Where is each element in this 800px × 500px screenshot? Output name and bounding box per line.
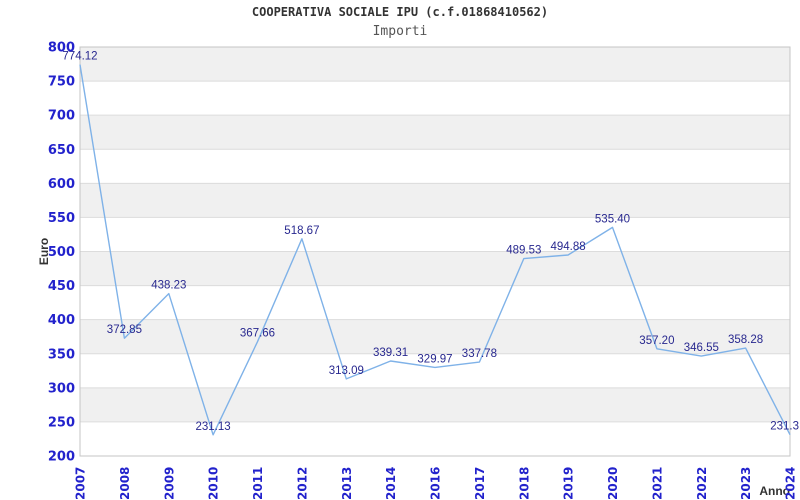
x-tick-label: 2017 bbox=[473, 467, 487, 500]
x-tick-label: 2011 bbox=[251, 467, 265, 500]
x-tick-label: 2008 bbox=[118, 467, 132, 500]
point-label: 518.67 bbox=[284, 225, 319, 237]
point-label: 367.66 bbox=[240, 328, 275, 340]
x-tick-label: 2024 bbox=[784, 467, 798, 500]
y-tick-label: 550 bbox=[48, 211, 75, 226]
point-label: 231.3 bbox=[770, 421, 799, 433]
x-tick-label: 2016 bbox=[429, 467, 443, 500]
plot-border bbox=[79, 46, 791, 457]
y-axis-title: Euro bbox=[37, 238, 51, 265]
point-label: 231.13 bbox=[196, 421, 231, 433]
y-tick-label: 400 bbox=[48, 313, 75, 328]
point-label: 535.40 bbox=[595, 213, 630, 225]
series-line bbox=[79, 64, 791, 436]
y-tick-label: 650 bbox=[48, 143, 75, 158]
x-tick-label: 2007 bbox=[74, 467, 88, 500]
x-tick-label: 2009 bbox=[162, 467, 176, 500]
x-tick-label: 2021 bbox=[650, 467, 664, 500]
point-label: 346.55 bbox=[684, 342, 719, 354]
y-tick-label: 800 bbox=[48, 41, 75, 56]
grid-band bbox=[80, 47, 790, 82]
point-label: 438.23 bbox=[151, 280, 186, 292]
point-label: 774.12 bbox=[62, 51, 97, 63]
y-tick-label: 300 bbox=[48, 381, 75, 396]
x-tick-label: 2013 bbox=[340, 467, 354, 500]
point-label: 494.88 bbox=[551, 241, 586, 253]
point-label: 357.20 bbox=[639, 335, 674, 347]
x-tick-label: 2012 bbox=[295, 467, 309, 500]
point-label: 313.09 bbox=[329, 365, 364, 377]
x-tick-label: 2020 bbox=[606, 467, 620, 500]
x-tick-label: 2023 bbox=[739, 467, 753, 500]
grid-band bbox=[80, 387, 790, 422]
y-tick-label: 700 bbox=[48, 109, 75, 124]
point-label: 358.28 bbox=[728, 334, 763, 346]
x-tick-label: 2014 bbox=[384, 467, 398, 500]
y-tick-label: 500 bbox=[48, 245, 75, 260]
y-tick-label: 350 bbox=[48, 347, 75, 362]
y-tick-label: 600 bbox=[48, 177, 75, 192]
grid-band bbox=[80, 251, 790, 286]
grid-band bbox=[80, 319, 790, 354]
point-label: 337.78 bbox=[462, 348, 497, 360]
point-label: 489.53 bbox=[506, 245, 541, 257]
point-label: 329.97 bbox=[417, 353, 452, 365]
y-tick-label: 250 bbox=[48, 415, 75, 430]
grid-band bbox=[80, 115, 790, 150]
y-tick-label: 450 bbox=[48, 279, 75, 294]
point-label: 372.85 bbox=[107, 324, 142, 336]
x-tick-label: 2019 bbox=[562, 467, 576, 500]
chart-subtitle: Importi bbox=[372, 24, 428, 39]
x-tick-label: 2018 bbox=[517, 467, 531, 500]
chart-title: COOPERATIVA SOCIALE IPU (c.f.01868410562… bbox=[251, 5, 549, 19]
y-tick-label: 750 bbox=[48, 75, 75, 90]
x-axis-title: Anno bbox=[759, 484, 790, 498]
y-tick-label: 200 bbox=[48, 450, 75, 465]
point-label: 339.31 bbox=[373, 347, 408, 359]
x-tick-label: 2010 bbox=[207, 467, 221, 500]
x-tick-label: 2022 bbox=[695, 467, 709, 500]
grid-band bbox=[80, 183, 790, 218]
